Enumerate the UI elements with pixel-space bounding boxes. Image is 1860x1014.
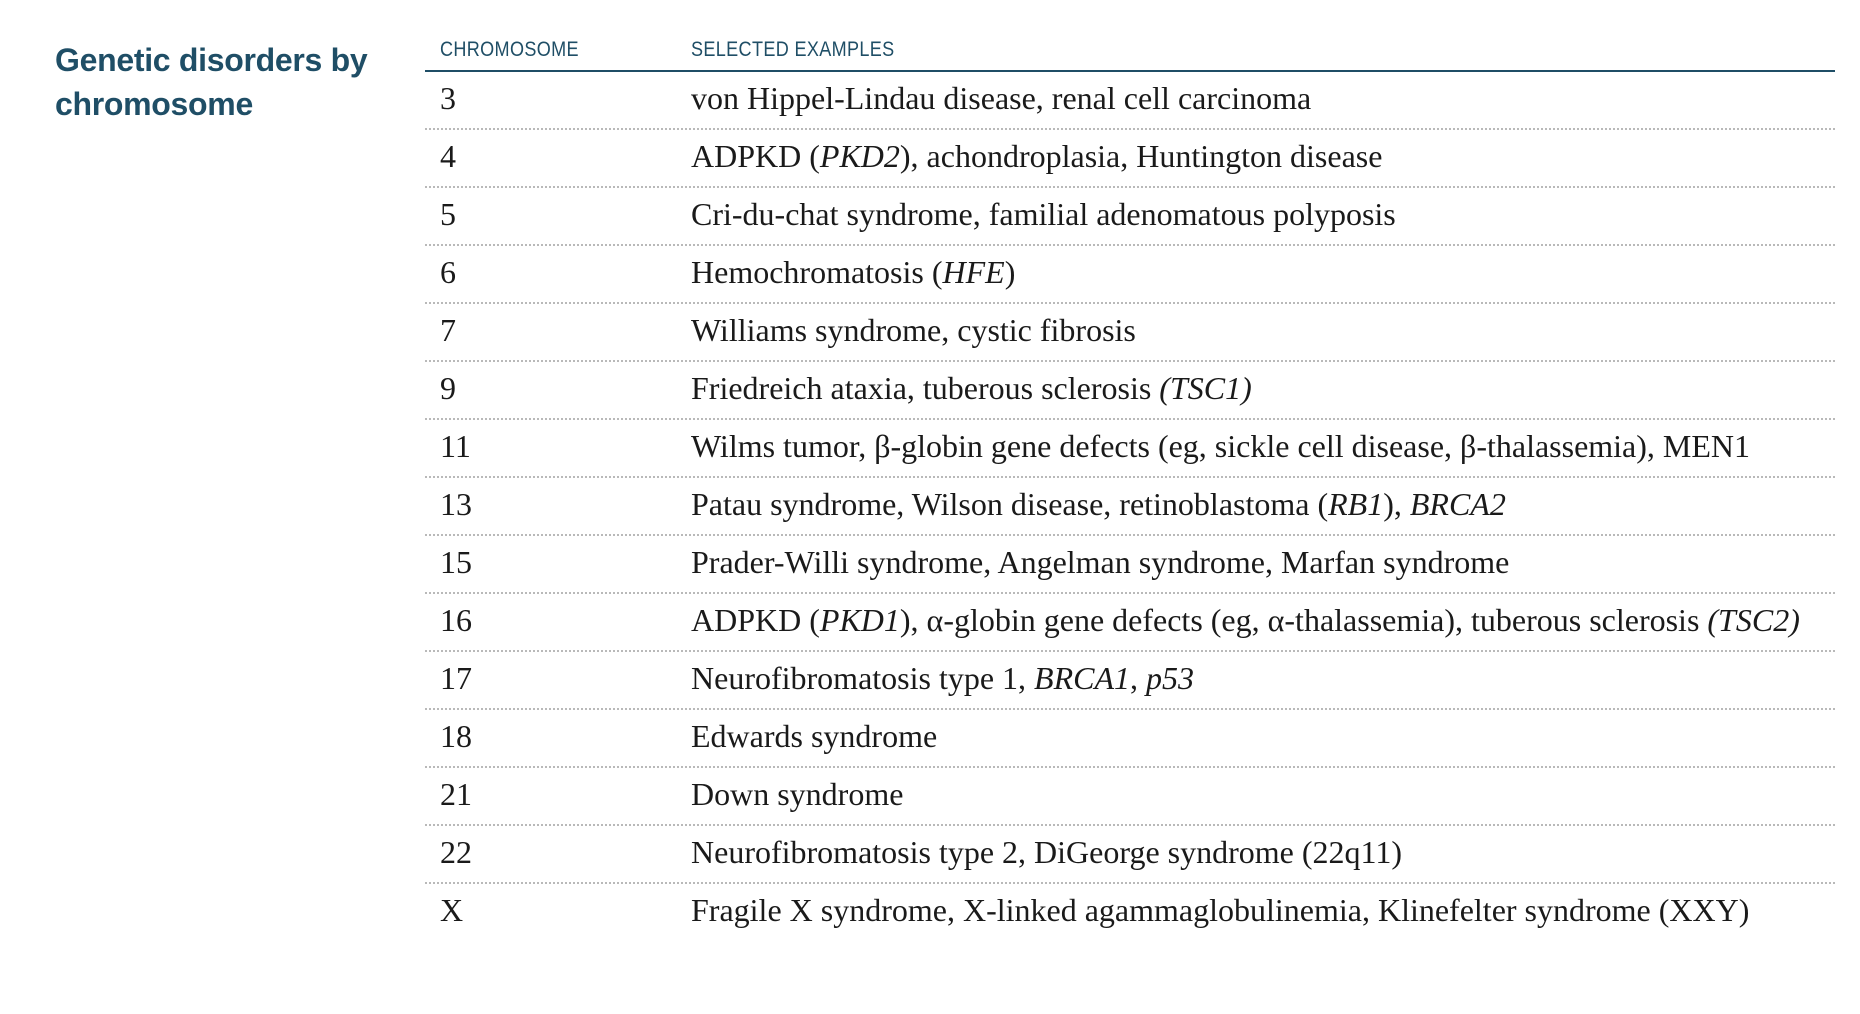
table-row: 22 Neurofibromatosis type 2, DiGeorge syn… [425,826,1835,884]
example-text: ADPKD ( [691,138,820,174]
chromosome-cell: 9 [440,370,456,406]
chromosome-cell: 5 [440,196,456,232]
header-chromosome: CHROMOSOME [440,38,579,61]
gene-name: PKD1 [819,602,900,638]
chromosome-cell: 6 [440,254,456,290]
example-text: Prader-Willi syndrome, Angelman syndrome… [691,544,1510,580]
table-row: X Fragile X syndrome, X-linked agammaglob… [425,884,1835,940]
chromosome-cell: 21 [440,776,472,812]
examples-cell: Cri-du-chat syndrome, familial adenomato… [691,192,1843,236]
table-row: 16 ADPKD (PKD1), α-globin gene defects (e… [425,594,1835,652]
examples-cell: Hemochromatosis (HFE) [691,250,1843,294]
gene-name: BRCA1 [1034,660,1131,696]
examples-cell: Prader-Willi syndrome, Angelman syndrome… [691,540,1843,584]
table-row: 6 Hemochromatosis (HFE) [425,246,1835,304]
chromosome-cell: 15 [440,544,472,580]
example-text: ADPKD ( [691,602,820,638]
table-row: 7 Williams syndrome, cystic fibrosis [425,304,1835,362]
table-row: 13 Patau syndrome, Wilson disease, retino… [425,478,1835,536]
example-text: Down syndrome [691,776,904,812]
example-text: von Hippel-Lindau disease, renal cell ca… [691,80,1312,116]
chromosome-cell: 11 [440,428,471,464]
chromosome-cell: 22 [440,834,472,870]
example-text: ) [1004,254,1016,290]
chromosome-cell: 17 [440,660,472,696]
example-text: Neurofibromatosis type 1, [691,660,1035,696]
table-row: 15 Prader-Willi syndrome, Angelman syndro… [425,536,1835,594]
chromosome-cell: 3 [440,80,456,116]
gene-name: BRCA2 [1409,486,1506,522]
gene-name: HFE [942,254,1005,290]
table-row: 21 Down syndrome [425,768,1835,826]
examples-cell: Friedreich ataxia, tuberous sclerosis (T… [691,366,1843,410]
table-row: 18 Edwards syndrome [425,710,1835,768]
examples-cell: Neurofibromatosis type 2, DiGeorge syndr… [691,830,1843,874]
example-text: , [1130,660,1147,696]
table-row: 17 Neurofibromatosis type 1, BRCA1, p53 [425,652,1835,710]
examples-cell: Wilms tumor, β-globin gene defects (eg, … [691,424,1843,468]
chromosome-cell: 13 [440,486,472,522]
examples-cell: Patau syndrome, Wilson disease, retinobl… [691,482,1843,526]
chromosome-cell: 18 [440,718,472,754]
example-text: Hemochromatosis ( [691,254,943,290]
chromosome-cell: X [440,892,464,928]
table-row: 4 ADPKD (PKD2), achondroplasia, Huntingto… [425,130,1835,188]
table-body: 3 von Hippel-Lindau disease, renal cell c… [425,72,1835,940]
examples-cell: Fragile X syndrome, X-linked agammaglobu… [691,888,1843,932]
table-header: CHROMOSOME SELECTED EXAMPLES [425,34,1835,72]
example-text: Wilms tumor, β-globin gene defects (eg, … [691,428,1751,464]
examples-cell: ADPKD (PKD2), achondroplasia, Huntington… [691,134,1843,178]
examples-cell: von Hippel-Lindau disease, renal cell ca… [691,76,1843,120]
example-text: Cri-du-chat syndrome, familial adenomato… [691,196,1396,232]
table-row: 9 Friedreich ataxia, tuberous sclerosis (… [425,362,1835,420]
example-text: ), achondroplasia, Huntington disease [899,138,1383,174]
table-row: 3 von Hippel-Lindau disease, renal cell c… [425,72,1835,130]
gene-name: PKD2 [819,138,900,174]
examples-cell: Neurofibromatosis type 1, BRCA1, p53 [691,656,1843,700]
table-row: 5 Cri-du-chat syndrome, familial adenomat… [425,188,1835,246]
header-selected-examples: SELECTED EXAMPLES [691,38,895,61]
gene-name: RB1 [1328,486,1384,522]
example-text: Fragile X syndrome, X-linked agammaglobu… [691,892,1750,928]
example-text: Friedreich ataxia, tuberous sclerosis [691,370,1160,406]
example-text: Edwards syndrome [691,718,938,754]
example-text: ), [1383,486,1410,522]
gene-name: (TSC2) [1707,602,1800,638]
examples-cell: Edwards syndrome [691,714,1843,758]
gene-name: p53 [1146,660,1195,696]
chromosome-cell: 7 [440,312,456,348]
section-title: Genetic disorders by chromosome [55,42,368,122]
examples-cell: ADPKD (PKD1), α-globin gene defects (eg,… [691,598,1843,642]
example-text: ), α-globin gene defects (eg, α-thalasse… [899,602,1708,638]
example-text: Neurofibromatosis type 2, DiGeorge syndr… [691,834,1402,870]
table-row: 11 Wilms tumor, β-globin gene defects (eg… [425,420,1835,478]
chromosome-cell: 16 [440,602,472,638]
examples-cell: Williams syndrome, cystic fibrosis [691,308,1843,352]
example-text: Williams syndrome, cystic fibrosis [691,312,1136,348]
chromosome-cell: 4 [440,138,456,174]
examples-cell: Down syndrome [691,772,1843,816]
disorders-table: CHROMOSOME SELECTED EXAMPLES 3 von Hippel… [425,34,1835,940]
gene-name: (TSC1) [1159,370,1252,406]
example-text: Patau syndrome, Wilson disease, retinobl… [691,486,1329,522]
